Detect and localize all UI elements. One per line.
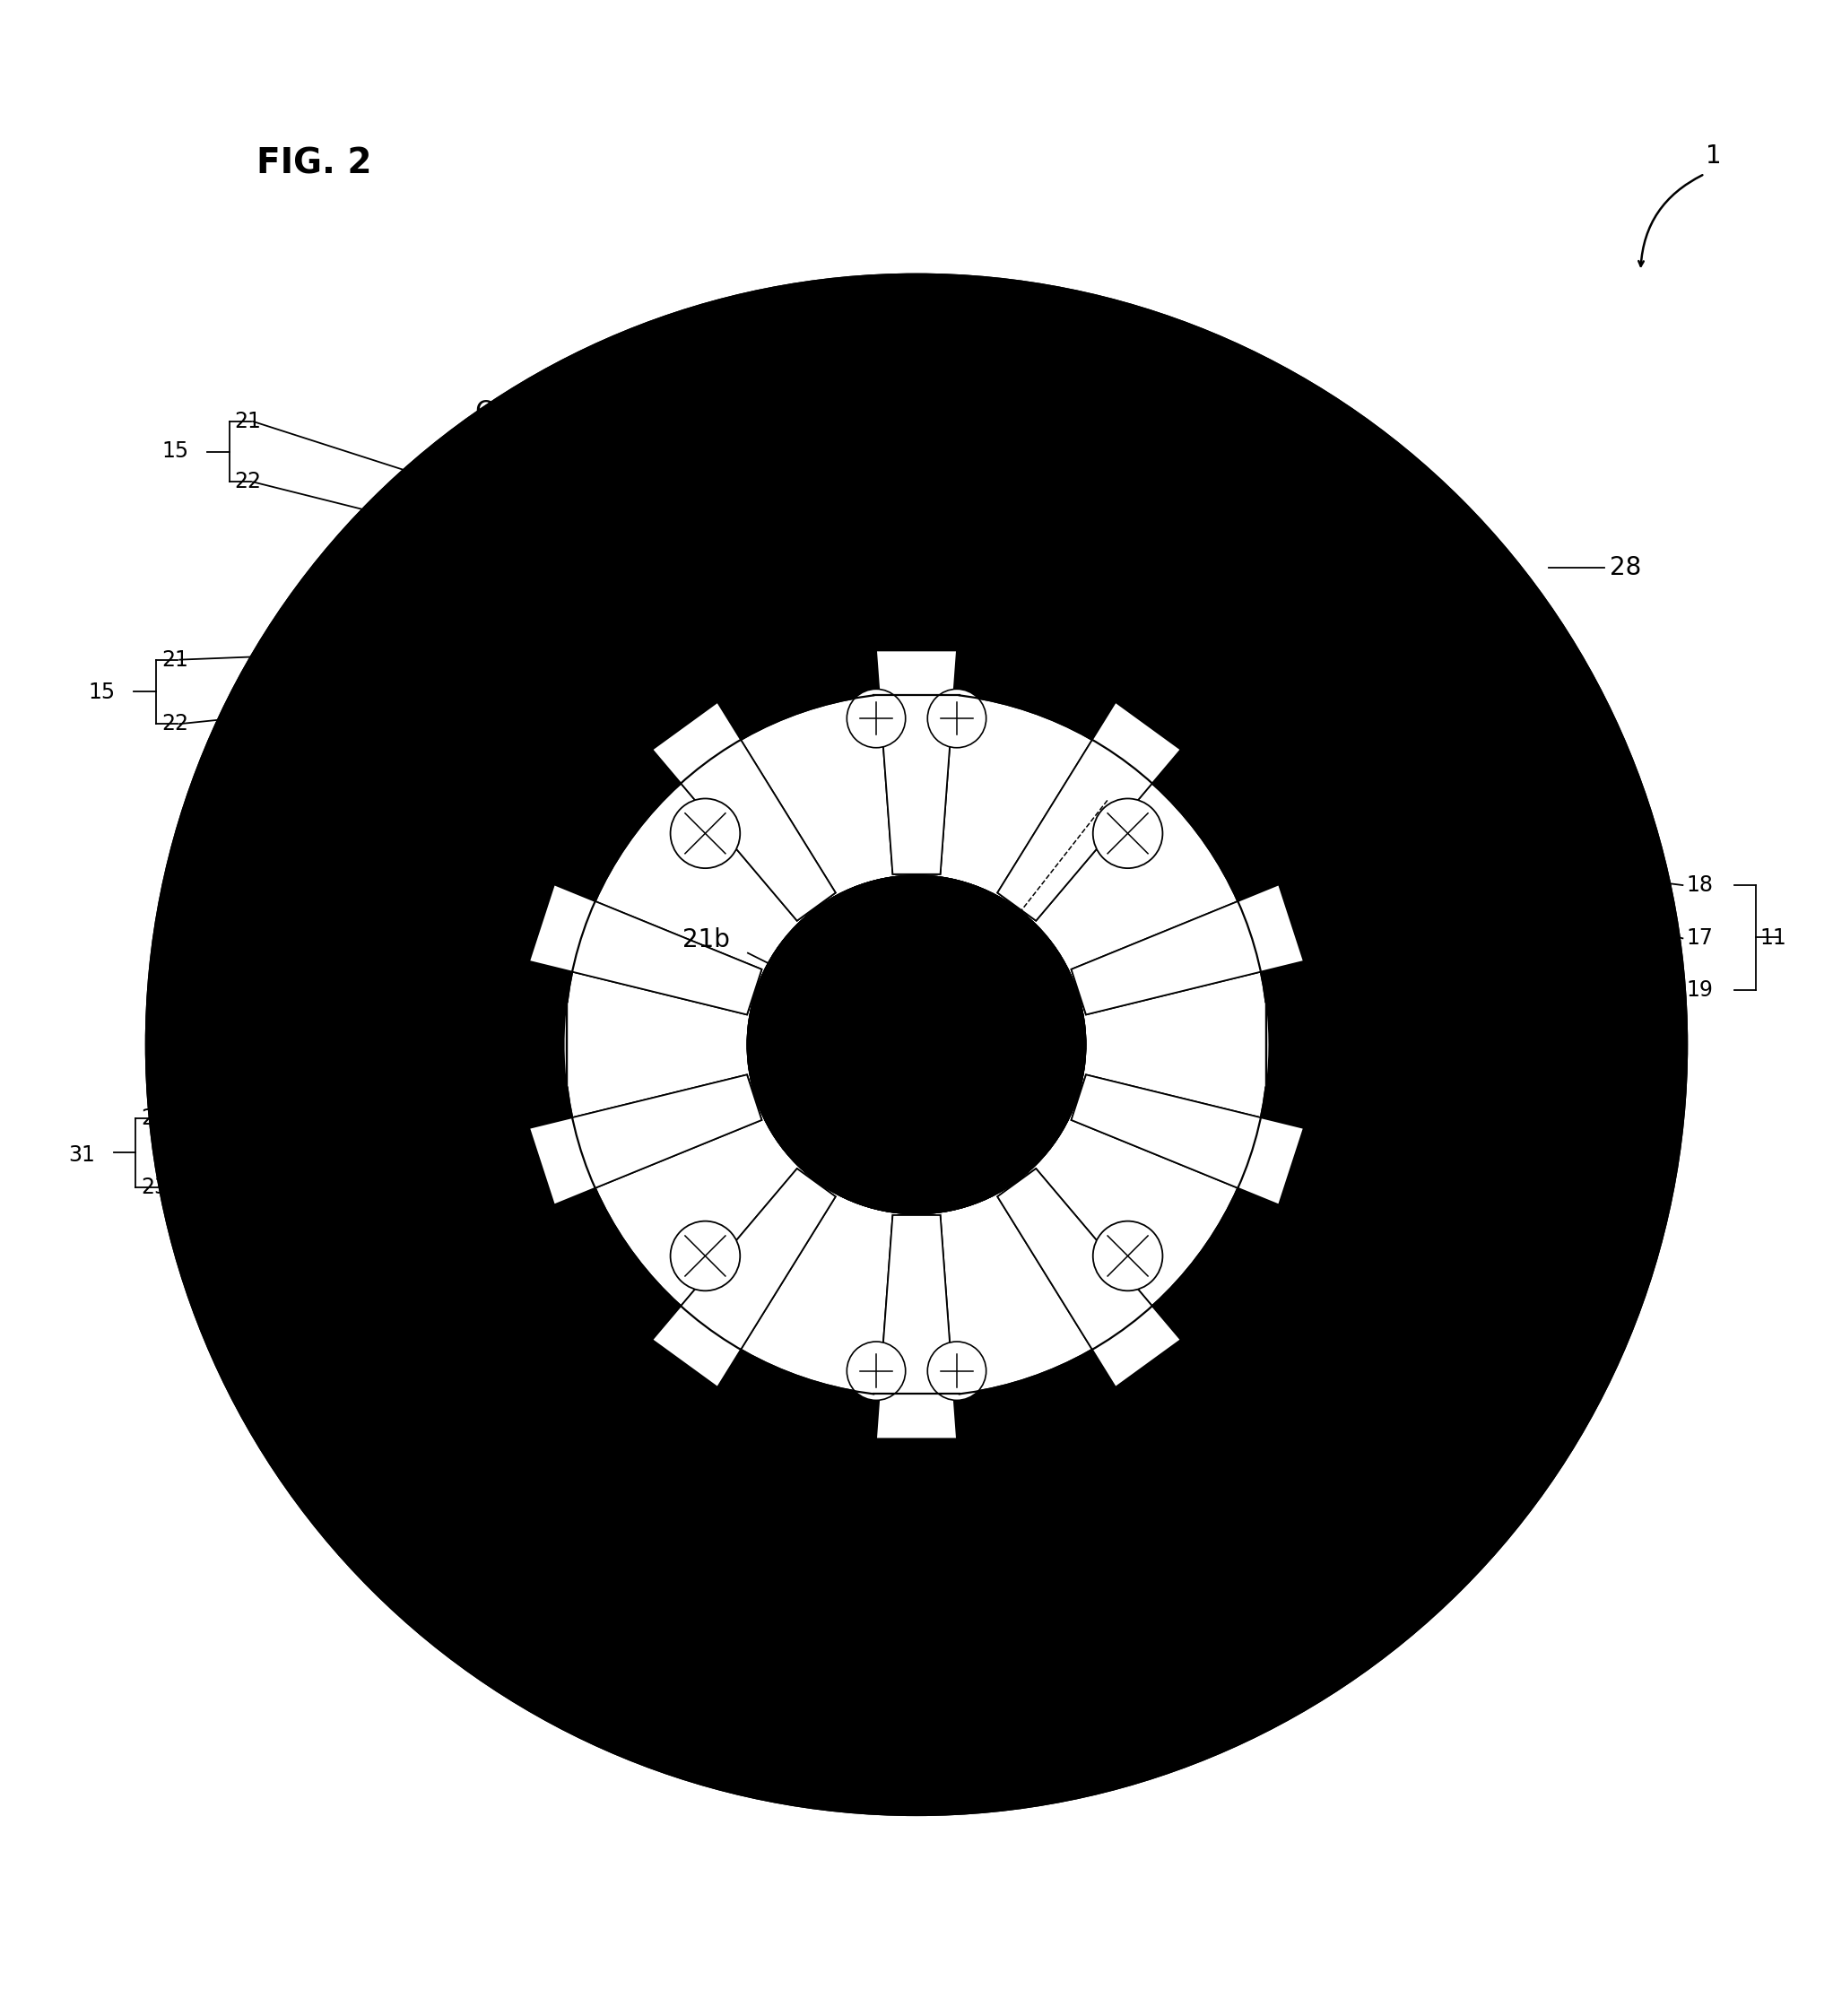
Polygon shape: [653, 702, 836, 921]
Circle shape: [893, 1020, 940, 1068]
Text: 15: 15: [88, 681, 115, 704]
Circle shape: [1092, 1222, 1162, 1290]
Circle shape: [671, 1222, 741, 1290]
Text: 16: 16: [900, 355, 933, 379]
Text: 21: 21: [235, 411, 262, 431]
Text: FIG. 2: FIG. 2: [257, 147, 372, 181]
Circle shape: [927, 689, 986, 748]
Polygon shape: [876, 651, 957, 875]
Polygon shape: [1070, 1075, 1303, 1206]
Text: 21e: 21e: [1518, 1244, 1565, 1268]
Text: 1: 1: [1707, 143, 1721, 167]
Circle shape: [486, 615, 1347, 1476]
Circle shape: [748, 877, 1085, 1214]
Polygon shape: [997, 1169, 1180, 1387]
Text: 28: 28: [1609, 556, 1641, 581]
Circle shape: [847, 1341, 906, 1401]
Circle shape: [847, 689, 906, 748]
Circle shape: [893, 1020, 940, 1068]
Text: 11: 11: [1760, 927, 1787, 950]
Text: 21f: 21f: [1356, 1377, 1397, 1401]
Text: 22: 22: [235, 472, 262, 492]
Text: 23: 23: [141, 1177, 169, 1198]
Text: 31: 31: [68, 1143, 95, 1165]
Text: 21: 21: [141, 1107, 169, 1129]
Text: 17: 17: [1686, 927, 1714, 950]
Circle shape: [748, 877, 1085, 1214]
Circle shape: [147, 274, 1686, 1814]
Text: 19a: 19a: [1158, 1494, 1206, 1520]
Text: 21c: 21c: [304, 1292, 348, 1318]
Polygon shape: [530, 885, 763, 1014]
Text: 21b: 21b: [682, 927, 730, 954]
Text: 21: 21: [779, 1748, 805, 1770]
Polygon shape: [997, 1169, 1180, 1387]
Text: 13: 13: [1230, 425, 1256, 448]
Polygon shape: [997, 702, 1180, 921]
Polygon shape: [530, 885, 763, 1014]
Polygon shape: [997, 702, 1180, 921]
Polygon shape: [1070, 885, 1303, 1014]
Text: O: O: [475, 399, 497, 425]
Text: 14: 14: [1171, 357, 1204, 383]
Text: 15: 15: [867, 1782, 893, 1802]
Polygon shape: [1070, 885, 1303, 1014]
Polygon shape: [876, 1216, 957, 1439]
Polygon shape: [653, 1169, 836, 1387]
Text: 19: 19: [1686, 980, 1714, 1000]
Circle shape: [1092, 798, 1162, 869]
Polygon shape: [653, 702, 836, 921]
Polygon shape: [530, 1075, 763, 1206]
Polygon shape: [653, 1169, 836, 1387]
Circle shape: [671, 798, 741, 869]
Polygon shape: [876, 651, 957, 875]
Text: 22: 22: [161, 714, 189, 734]
Text: 18: 18: [1686, 875, 1714, 895]
Text: 21d: 21d: [1518, 1179, 1565, 1204]
Text: 21a: 21a: [486, 1508, 533, 1534]
Text: 22: 22: [955, 1748, 981, 1770]
Text: 21: 21: [161, 649, 189, 671]
Text: 15: 15: [161, 439, 189, 462]
Text: 12: 12: [1118, 425, 1144, 448]
Polygon shape: [530, 1075, 763, 1206]
Circle shape: [927, 1341, 986, 1401]
Polygon shape: [876, 1216, 957, 1439]
Polygon shape: [565, 694, 1268, 1397]
Polygon shape: [1070, 1075, 1303, 1206]
